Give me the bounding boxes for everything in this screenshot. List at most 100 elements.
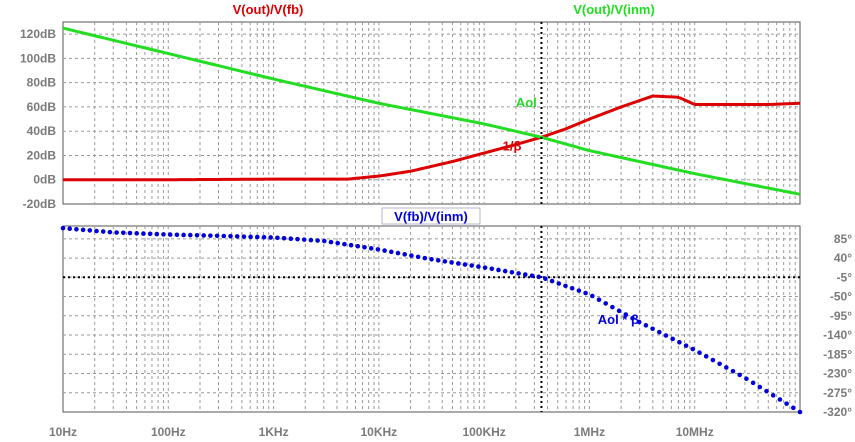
loop-gain-phase-point [590, 293, 595, 299]
magnitude-title-right: V(out)/V(inm) [573, 2, 655, 17]
loop-gain-phase-point [395, 250, 401, 256]
loop-gain-phase-point [596, 297, 602, 303]
loop-gain-phase-point [342, 241, 347, 247]
loop-gain-phase-point [429, 257, 434, 262]
phase-y-ticks: 85° 40° -5° -50° -95° -140° -185° -230° -275° -32… [823, 232, 852, 419]
magnitude-pane: 120dB 100dB 80dB 60dB 40dB 20dB 0dB -20dB V(out… [20, 2, 801, 211]
loop-gain-phase-point [322, 238, 327, 244]
phase-title: V(fb)/V(inm) [394, 209, 468, 224]
inv-beta-annotation: 1/β [503, 139, 522, 154]
frequency-tick-label: 10KHz [361, 425, 398, 439]
loop-gain-phase-point [717, 361, 722, 367]
frequency-tick-label: 100KHz [462, 425, 505, 439]
loop-gain-phase-point [348, 242, 354, 248]
loop-gain-phase-point [295, 236, 300, 242]
magnitude-y-tick-label: 40dB [27, 124, 57, 138]
loop-gain-phase-point [583, 290, 588, 296]
magnitude-y-tick-label: 0dB [33, 173, 56, 187]
loop-gain-phase-point [576, 288, 582, 293]
loop-gain-phase-point [536, 274, 541, 280]
phase-pane: 85° 40° -5° -50° -95° -140° -185° -230° -275° -32… [60, 207, 852, 419]
phase-y-tick-label: 85° [834, 232, 852, 246]
loop-gain-phase-point [254, 234, 260, 240]
loop-gain-phase-point [435, 258, 441, 263]
magnitude-y-tick-label: 80dB [27, 76, 57, 90]
frequency-tick-label: 100Hz [151, 425, 186, 439]
loop-gain-phase-point [469, 263, 475, 268]
loop-gain-phase-point [442, 259, 448, 264]
magnitude-y-tick-label: 100dB [20, 51, 56, 65]
magnitude-y-ticks: 120dB 100dB 80dB 60dB 40dB 20dB 0dB -20dB [20, 27, 56, 211]
loop-gain-phase-point [730, 368, 736, 374]
loop-gain-phase-point [375, 247, 381, 252]
aol-curve [62, 26, 801, 196]
loop-gain-phase-point [100, 229, 106, 234]
loop-gain-phase-point [194, 232, 200, 238]
loop-gain-phase-point [650, 326, 655, 332]
phase-y-tick-label: -95° [830, 309, 852, 323]
loop-gain-phase-point [368, 246, 374, 251]
phase-y-tick-label: -185° [823, 347, 852, 361]
frequency-tick-label: 10MHz [676, 425, 714, 439]
loop-gain-phase-point [355, 243, 361, 249]
loop-gain-phase-point [409, 253, 414, 258]
loop-gain-annotation: Aol * β [598, 312, 639, 327]
loop-gain-phase-point [737, 372, 742, 378]
loop-gain-phase-point [770, 393, 776, 398]
loop-gain-phase-point [603, 301, 608, 306]
loop-gain-phase-point [335, 240, 341, 246]
loop-gain-phase-point [67, 226, 72, 232]
loop-gain-phase-point [791, 405, 796, 411]
loop-gain-phase-point [221, 233, 227, 239]
loop-gain-phase-point [134, 231, 139, 236]
loop-gain-phase-point [174, 232, 180, 238]
loop-gain-phase-point [657, 329, 662, 335]
phase-y-tick-label: -320° [823, 405, 852, 419]
loop-gain-phase-point [107, 229, 113, 235]
magnitude-y-tick-label: -20dB [23, 197, 57, 211]
magnitude-y-tick-label: 20dB [27, 148, 57, 162]
loop-gain-phase-point [281, 235, 287, 241]
loop-gain-phase-point [275, 235, 280, 241]
loop-gain-phase-point [389, 249, 394, 255]
loop-gain-phase-point [724, 365, 729, 370]
frequency-tick-label: 10Hz [49, 425, 77, 439]
loop-gain-phase-point [690, 346, 696, 352]
loop-gain-phase-point [509, 269, 515, 275]
loop-gain-phase-point [301, 237, 307, 242]
loop-gain-phase-point [208, 233, 213, 238]
loop-gain-phase-point [181, 232, 186, 238]
loop-gain-phase-point [74, 226, 79, 232]
loop-gain-phase-point [94, 228, 99, 234]
loop-gain-phase-point [87, 228, 93, 233]
loop-gain-phase-point [161, 232, 166, 237]
loop-gain-phase-point [630, 315, 635, 321]
loop-gain-phase-point [188, 232, 193, 238]
loop-gain-phase-point [167, 232, 173, 237]
loop-gain-phase-point [121, 230, 126, 236]
loop-gain-phase-point [523, 272, 528, 277]
loop-gain-phase-point [114, 230, 119, 235]
frequency-tick-label: 1MHz [574, 425, 605, 439]
loop-gain-phase-point [362, 244, 367, 250]
loop-gain-phase-point [241, 234, 247, 239]
loop-gain-phase-point [482, 265, 488, 270]
loop-gain-phase-point [784, 401, 789, 406]
phase-title-box [381, 207, 481, 225]
phase-y-tick-label: -230° [823, 367, 852, 381]
loop-gain-phase-point [703, 354, 709, 359]
loop-gain-phase-point [80, 227, 86, 233]
magnitude-title-left: V(out)/V(fb) [233, 2, 304, 17]
magnitude-series [62, 26, 801, 196]
phase-grid [63, 226, 800, 412]
phase-y-tick-label: -50° [830, 290, 852, 304]
loop-gain-phase-point [422, 255, 428, 261]
phase-y-tick-label: 40° [834, 251, 852, 265]
magnitude-y-tick-label: 120dB [20, 27, 56, 41]
loop-gain-phase-point [449, 260, 454, 265]
loop-gain-phase-point [670, 336, 675, 342]
phase-y-tick-label: -140° [823, 328, 852, 342]
loop-gain-phase-point [147, 231, 153, 237]
loop-gain-phase-point [623, 312, 629, 317]
